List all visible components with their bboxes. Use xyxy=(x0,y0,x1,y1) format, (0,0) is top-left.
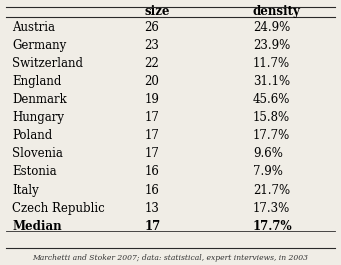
Text: 31.1%: 31.1% xyxy=(253,75,290,89)
Text: 17.7%: 17.7% xyxy=(253,129,290,143)
Text: Germany: Germany xyxy=(13,39,67,52)
Text: Denmark: Denmark xyxy=(13,93,67,107)
Text: Hungary: Hungary xyxy=(13,111,64,125)
Text: 45.6%: 45.6% xyxy=(253,93,290,107)
Text: 22: 22 xyxy=(144,57,159,70)
Text: 17.3%: 17.3% xyxy=(253,201,290,215)
Text: 16: 16 xyxy=(144,165,159,179)
Text: 15.8%: 15.8% xyxy=(253,111,290,125)
Text: 20: 20 xyxy=(144,75,159,89)
Text: 9.6%: 9.6% xyxy=(253,147,283,161)
Text: Poland: Poland xyxy=(13,129,53,143)
Text: Czech Republic: Czech Republic xyxy=(13,201,105,215)
Text: 17: 17 xyxy=(144,129,159,143)
Text: 17: 17 xyxy=(144,111,159,125)
Text: 24.9%: 24.9% xyxy=(253,21,290,34)
Text: 16: 16 xyxy=(144,183,159,197)
Text: 17: 17 xyxy=(144,219,160,233)
Text: Marchetti and Stoker 2007; data: statistical, expert interviews, in 2003: Marchetti and Stoker 2007; data: statist… xyxy=(32,254,309,262)
Text: Estonia: Estonia xyxy=(13,165,57,179)
Text: Italy: Italy xyxy=(13,183,39,197)
Text: density: density xyxy=(253,5,301,19)
Text: 19: 19 xyxy=(144,93,159,107)
Text: 7.9%: 7.9% xyxy=(253,165,283,179)
Text: England: England xyxy=(13,75,62,89)
Text: Austria: Austria xyxy=(13,21,56,34)
Text: 17: 17 xyxy=(144,147,159,161)
Text: 23.9%: 23.9% xyxy=(253,39,290,52)
Text: size: size xyxy=(144,5,170,19)
Text: Switzerland: Switzerland xyxy=(13,57,84,70)
Text: 17.7%: 17.7% xyxy=(253,219,293,233)
Text: Slovenia: Slovenia xyxy=(13,147,63,161)
Text: Median: Median xyxy=(13,219,62,233)
Text: 13: 13 xyxy=(144,201,159,215)
Text: 23: 23 xyxy=(144,39,159,52)
Text: 26: 26 xyxy=(144,21,159,34)
Text: 21.7%: 21.7% xyxy=(253,183,290,197)
Text: 11.7%: 11.7% xyxy=(253,57,290,70)
